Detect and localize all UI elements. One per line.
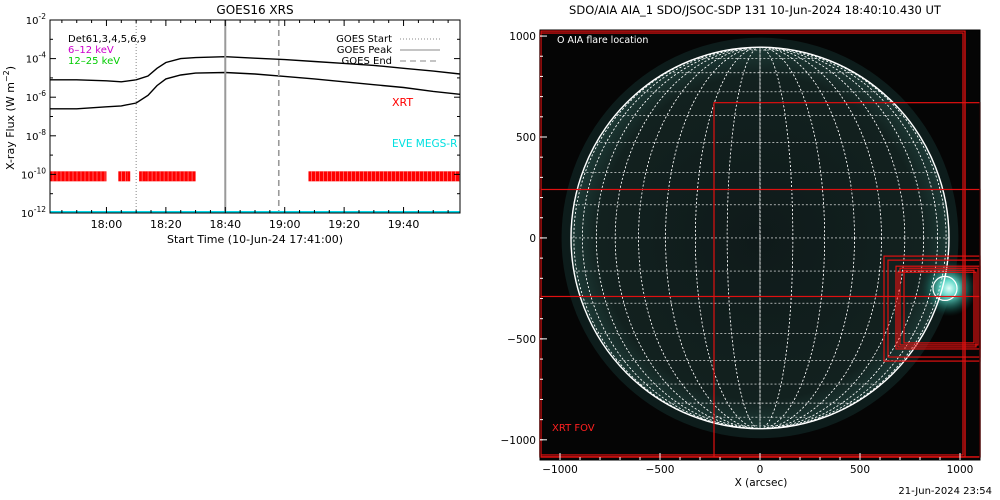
xrt-fov-box (897, 271, 977, 348)
heliographic-grid (571, 47, 949, 429)
aia-y-tick-label: 1000 (509, 31, 536, 43)
goes-series-line-2 (50, 71, 461, 110)
goes-y-tick-label: 10-2 (26, 12, 46, 27)
aia-axes: −1000 −500 0 500 1000 1000 500 0 −500 −1000 (500, 29, 981, 476)
goes-legend-right-item: GOES Peak (337, 45, 392, 56)
solar-limb (570, 46, 950, 430)
goes-time-markers (135, 20, 280, 213)
xrt-fov-box (903, 269, 975, 344)
aia-x-tick-label: 500 (850, 464, 870, 476)
goes-x-tick-label: 18:40 (209, 218, 241, 231)
xrt-fov-label: XRT FOV (552, 423, 595, 434)
xrt-fov-box (899, 267, 979, 346)
aia-chart-title: SDO/AIA AIA_1 SDO/JSOC-SDP 131 10-Jun-20… (569, 3, 942, 17)
xrt-bar-1 (50, 171, 107, 182)
eve-megs-label: EVE MEGS-R (392, 138, 457, 150)
goes-x-tick-label: 18:00 (91, 218, 123, 231)
goes-y-tick-label: 10-12 (21, 205, 46, 220)
longitude-line (638, 47, 882, 429)
aia-x-tick-label: −500 (646, 464, 675, 476)
goes-x-axis-label: Start Time (10-Jun-24 17:41:00) (167, 233, 343, 246)
longitude-line (665, 47, 855, 429)
flare-location-circle (932, 275, 958, 302)
goes-flux-series (50, 55, 461, 110)
goes-y-axis-label: X-ray Flux (W m−2) (2, 66, 17, 170)
goes-legend-right-item: GOES End (342, 56, 392, 67)
footer-timestamp: 21-Jun-2024 23:54 (898, 486, 992, 497)
goes-xrs-chart: GOES16 XRS XRT EVE MEGS-R 18:00 18:20 18:40… (2, 3, 461, 246)
xrt-label: XRT (392, 96, 413, 109)
aia-y-tick-label: −500 (507, 334, 536, 346)
aia-legend: O AIA flare location (557, 35, 648, 46)
goes-y-tick-label: 10-6 (26, 89, 46, 104)
longitude-line (614, 47, 906, 429)
goes-x-tick-label: 19:20 (328, 218, 360, 231)
longitude-line (582, 47, 938, 429)
goes-x-tick-label: 19:40 (388, 218, 420, 231)
aia-x-tick-label: 0 (757, 464, 764, 476)
goes-y-tick-label: 10-10 (21, 166, 46, 181)
aia-y-tick-label: 500 (516, 132, 536, 144)
goes-x-tick-label: 19:00 (269, 218, 301, 231)
aia-map-chart: SDO/AIA AIA_1 SDO/JSOC-SDP 131 10-Jun-20… (500, 3, 981, 489)
goes-y-tick-label: 10-4 (26, 51, 46, 66)
goes-legend-left-item: Det61,3,4,5,6,9 (68, 34, 146, 45)
goes-chart-title: GOES16 XRS (216, 3, 293, 17)
longitude-line (726, 47, 794, 429)
xrt-bar-5 (145, 171, 196, 182)
goes-axes: 18:00 18:20 18:40 19:00 19:20 19:40 10-12 10-10… (21, 12, 461, 231)
aia-image-area (539, 30, 981, 460)
aia-y-tick-label: 0 (529, 233, 536, 245)
goes-legend-left-item: 6–12 keV (68, 45, 114, 56)
goes-series-line-1 (50, 55, 461, 83)
longitude-line (573, 47, 947, 429)
goes-x-tick-label: 18:20 (150, 218, 182, 231)
goes-y-tick-label: 10-8 (26, 128, 46, 143)
aia-x-tick-label: 1000 (947, 464, 974, 476)
aia-x-tick-label: −1000 (542, 464, 578, 476)
goes-legend-right-item: GOES Start (336, 34, 392, 45)
goes-legend-left-item: 12–25 keV (68, 56, 120, 67)
xrt-bar-3 (127, 171, 131, 182)
aia-y-tick-label: −1000 (500, 435, 536, 447)
xrt-bar-6 (308, 171, 460, 182)
xrt-bar-2 (118, 171, 128, 182)
aia-x-axis-label: X (arcsec) (735, 477, 788, 489)
longitude-line (695, 47, 825, 429)
